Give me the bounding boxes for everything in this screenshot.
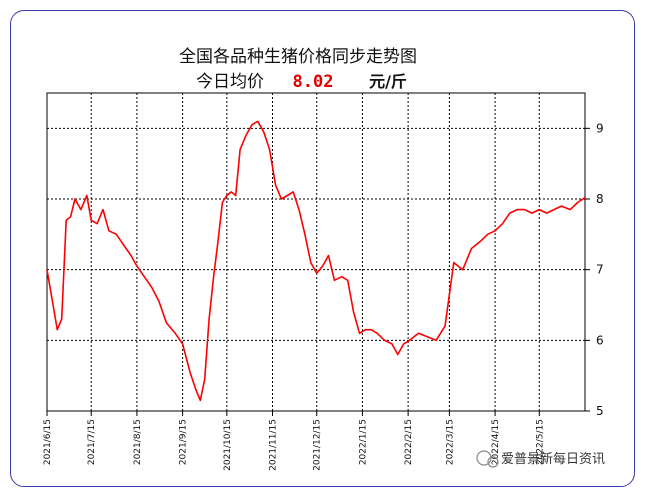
wechat-icon: [476, 450, 492, 466]
x-tick-label: 2022/2/15: [404, 419, 414, 465]
x-tick-label: 2021/7/15: [87, 419, 97, 465]
x-tick-label: 2022/3/15: [445, 419, 455, 465]
series-line: [46, 120, 586, 402]
plot-area: [46, 92, 586, 412]
x-tick-label: 2022/1/15: [358, 419, 368, 465]
price-unit: 元/斤: [369, 72, 407, 91]
watermark-text: 爱普景新每日资讯: [501, 451, 605, 467]
x-tick-label: 2022/5/15: [535, 419, 545, 465]
y-tick-label: 7: [596, 263, 604, 277]
x-tick-label: 2022/4/15: [491, 419, 501, 465]
series-layer: [46, 120, 586, 402]
grid-lines: [47, 93, 585, 411]
x-axis: 2021/6/15 2021/7/15 2021/8/15 2021/9/15 2021…: [43, 411, 545, 471]
y-tick-label: 6: [596, 333, 604, 347]
y-axis: 5 6 7 8 9: [585, 121, 604, 418]
price-label: 今日均价: [196, 72, 264, 92]
x-tick-label: 2021/11/15: [269, 419, 279, 471]
chart-title: 全国各品种生猪价格同步走势图: [179, 47, 417, 67]
y-tick-label: 9: [596, 121, 604, 135]
y-tick-label: 5: [596, 404, 604, 418]
x-tick-label: 2021/6/15: [43, 419, 53, 465]
x-tick-label: 2021/12/15: [313, 419, 323, 471]
watermark: 爱普景新每日资讯: [476, 450, 605, 468]
y-tick-label: 8: [596, 192, 604, 206]
chart-frame: [10, 10, 635, 487]
wechat-icon-small: [487, 456, 499, 468]
x-tick-label: 2021/10/15: [223, 419, 233, 471]
x-tick-label: 2021/9/15: [179, 419, 189, 465]
x-tick-label: 2021/8/15: [133, 419, 143, 465]
current-price: 8.02: [293, 72, 334, 92]
